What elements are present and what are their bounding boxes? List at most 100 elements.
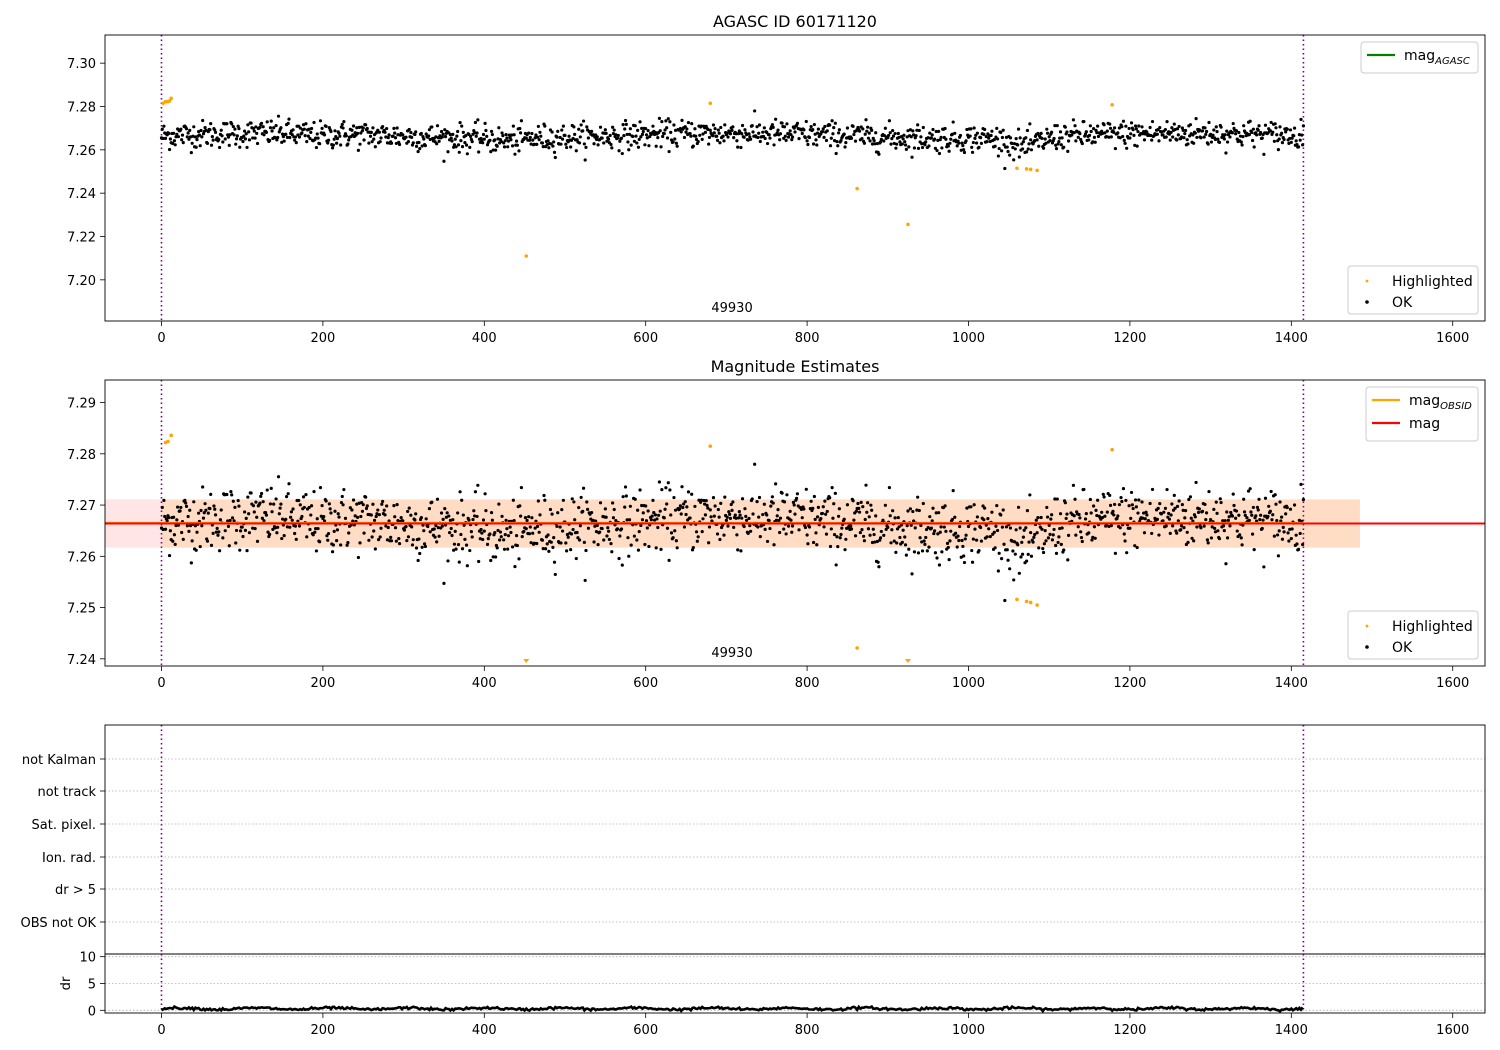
ok-point	[937, 129, 941, 133]
ok-point	[558, 525, 562, 529]
ok-point	[569, 145, 573, 149]
ok-point	[970, 560, 975, 564]
ok-point	[1165, 487, 1169, 492]
ok-point	[857, 510, 862, 514]
ok-point	[1080, 141, 1084, 146]
ok-point	[627, 132, 632, 136]
ok-point	[1273, 493, 1277, 497]
ok-point	[1108, 493, 1112, 498]
ok-point	[1222, 529, 1226, 533]
ok-point	[424, 132, 428, 136]
ok-point	[620, 151, 624, 156]
ok-point	[244, 516, 248, 520]
ok-point	[1090, 538, 1094, 542]
ok-point	[335, 137, 340, 141]
ok-point	[756, 135, 760, 140]
ok-point	[376, 508, 380, 512]
ok-point	[420, 545, 424, 549]
ok-point	[610, 146, 614, 150]
ok-point	[491, 555, 495, 559]
ok-point	[381, 499, 385, 504]
ok-point	[1048, 532, 1052, 536]
ok-point	[878, 140, 883, 144]
ok-point	[865, 129, 869, 133]
ok-point	[377, 130, 381, 134]
ok-point	[407, 506, 411, 510]
ok-point	[1206, 142, 1210, 146]
ok-point	[251, 136, 255, 140]
ok-point	[757, 495, 762, 500]
ok-point	[604, 131, 608, 135]
ok-point	[245, 549, 249, 553]
ok-point	[452, 548, 456, 552]
ok-point	[765, 513, 769, 517]
ok-point	[392, 126, 396, 131]
ok-point	[951, 488, 955, 493]
ok-point	[667, 558, 671, 562]
ok-point	[449, 136, 453, 140]
ok-point	[1271, 513, 1275, 517]
ok-point	[1091, 126, 1096, 131]
ok-point	[636, 128, 640, 132]
ok-point	[1134, 505, 1138, 509]
ok-point	[514, 139, 519, 143]
ok-point	[985, 139, 989, 144]
ok-point	[189, 151, 193, 155]
ok-point	[1266, 514, 1270, 519]
ok-point	[309, 126, 314, 131]
ok-point	[792, 503, 796, 507]
ok-point	[859, 500, 863, 504]
ok-point	[1192, 539, 1196, 543]
ok-point	[495, 546, 499, 550]
ok-point	[1175, 138, 1179, 142]
ok-point	[1134, 127, 1138, 131]
ok-point	[419, 131, 423, 136]
ok-point	[1192, 141, 1196, 145]
ok-point	[999, 130, 1003, 134]
ok-point	[1084, 130, 1088, 134]
ok-point	[335, 539, 339, 543]
ok-point	[535, 142, 539, 147]
ok-point	[672, 123, 676, 127]
ok-point	[853, 534, 858, 538]
ok-point	[624, 494, 628, 498]
ok-point	[1171, 135, 1175, 139]
ok-point	[1188, 495, 1193, 499]
ok-point	[1177, 124, 1181, 129]
ok-point	[1035, 138, 1039, 142]
ok-point	[800, 131, 804, 136]
ok-point	[938, 530, 942, 534]
ok-point	[198, 144, 202, 148]
ok-point	[605, 534, 609, 538]
ok-point	[1062, 548, 1066, 552]
ok-point	[622, 133, 626, 138]
ok-point	[799, 507, 804, 511]
ok-point	[874, 131, 878, 135]
ok-point	[1001, 508, 1005, 512]
ok-point	[1070, 133, 1074, 137]
ok-point	[1185, 530, 1189, 534]
ok-point	[1058, 512, 1063, 516]
ok-point	[1245, 516, 1249, 520]
ok-point	[1028, 122, 1032, 126]
ok-point	[433, 535, 437, 539]
ok-point	[1214, 125, 1218, 129]
ok-point	[1285, 505, 1289, 510]
ok-point	[726, 524, 730, 528]
ok-point	[1093, 140, 1097, 144]
ok-point	[1296, 145, 1301, 149]
ok-point	[1129, 121, 1134, 125]
ok-point	[743, 128, 747, 132]
ok-point	[621, 123, 625, 127]
ok-point	[1079, 535, 1084, 540]
dr-xtick-label: 400	[472, 1023, 497, 1038]
ok-point	[347, 531, 351, 535]
ok-point	[502, 547, 507, 551]
ok-point	[652, 510, 656, 515]
ok-point	[803, 136, 808, 140]
ok-point	[782, 125, 787, 129]
ok-point	[1183, 509, 1188, 513]
ok-point	[1179, 524, 1184, 528]
ok-point	[795, 496, 799, 501]
ok-point	[650, 514, 654, 518]
